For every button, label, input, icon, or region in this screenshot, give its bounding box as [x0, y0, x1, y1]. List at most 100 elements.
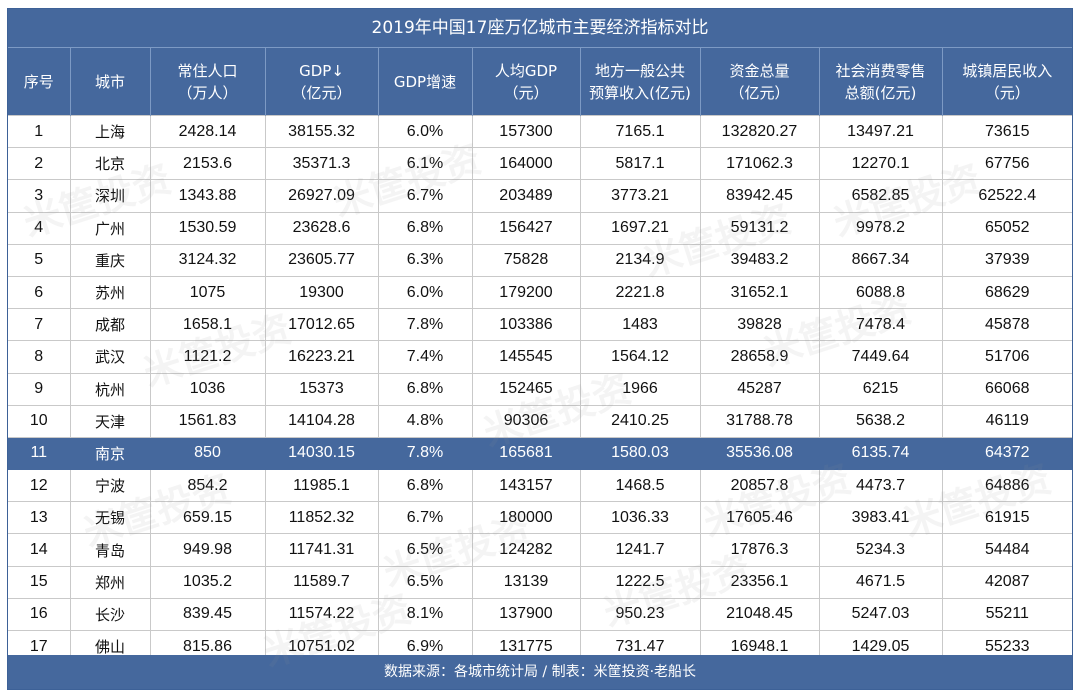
- table-cell: 11852.32: [264, 501, 379, 535]
- city-cell: 南京: [69, 436, 151, 471]
- table-cell: 6.8%: [377, 372, 473, 406]
- table-cell: 17876.3: [699, 533, 820, 567]
- table-cell: 1580.03: [579, 436, 701, 471]
- table-cell: 6.8%: [377, 469, 473, 503]
- table-cell: 21048.45: [699, 597, 820, 632]
- table-cell: 17605.46: [699, 501, 820, 535]
- table-cell: 171062.3: [699, 147, 820, 181]
- table-cell: 13: [8, 501, 71, 535]
- table-cell: 16223.21: [264, 340, 379, 374]
- table-cell: 11: [8, 436, 71, 471]
- column-header-line: （万人）: [177, 83, 238, 102]
- table-cell: 42087: [941, 565, 1072, 599]
- table-cell: 7.4%: [377, 340, 473, 374]
- table-cell: 7478.4: [818, 308, 943, 342]
- table-cell: 3983.41: [818, 501, 943, 535]
- table-cell: 6.3%: [377, 243, 473, 277]
- table-cell: 6582.85: [818, 179, 943, 213]
- table-cell: 949.98: [149, 533, 266, 567]
- table-cell: 6.7%: [377, 179, 473, 213]
- table-cell: 7.8%: [377, 308, 473, 342]
- column-header: 城镇居民收入 （元）: [941, 47, 1072, 116]
- table-cell: 1564.12: [579, 340, 701, 374]
- table-cell: 2134.9: [579, 243, 701, 277]
- table-row: 5 重庆 3124.32 23605.77 6.3% 75828 2134.9 39483.2…: [8, 243, 1072, 277]
- table-cell: 15373: [264, 372, 379, 406]
- column-header-line: 序号: [23, 72, 54, 91]
- table-cell: 164000: [471, 147, 581, 181]
- table-cell: 1241.7: [579, 533, 701, 567]
- city-cell: 武汉: [69, 340, 151, 374]
- table-cell: 14030.15: [264, 436, 379, 471]
- table-cell: 23605.77: [264, 243, 379, 277]
- table-cell: 59131.2: [699, 211, 820, 245]
- table-cell: 20857.8: [699, 469, 820, 503]
- city-cell: 青岛: [69, 533, 151, 567]
- table-row: 2 北京 2153.6 35371.3 6.1% 164000 5817.1 171062.3…: [8, 147, 1072, 181]
- table-cell: 46119: [941, 404, 1072, 438]
- table-cell: 8667.34: [818, 243, 943, 277]
- table-cell: 2428.14: [149, 114, 266, 149]
- table-cell: 5247.03: [818, 597, 943, 632]
- table-cell: 4.8%: [377, 404, 473, 438]
- table-frame: 2019年中国17座万亿城市主要经济指标对比 序号 城市 常住人口 （万人） GDP↓ （…: [7, 8, 1073, 690]
- table-row: 13 无锡 659.15 11852.32 6.7% 180000 1036.33 17605…: [8, 501, 1072, 535]
- table-cell: 55211: [941, 597, 1072, 632]
- table-cell: 950.23: [579, 597, 701, 632]
- column-header-line: GDP↓: [299, 61, 344, 80]
- table-cell: 1075: [149, 275, 266, 310]
- table-cell: 1121.2: [149, 340, 266, 374]
- table-cell: 850: [149, 436, 266, 471]
- table-cell: 839.45: [149, 597, 266, 632]
- table-cell: 6.8%: [377, 211, 473, 245]
- table-cell: 1561.83: [149, 404, 266, 438]
- city-cell: 深圳: [69, 179, 151, 213]
- table-cell: 2: [8, 147, 71, 181]
- table-cell: 13497.21: [818, 114, 943, 149]
- table-cell: 6: [8, 275, 71, 310]
- table-cell: 23356.1: [699, 565, 820, 599]
- table-cell: 14: [8, 533, 71, 567]
- column-header-line: （亿元）: [729, 83, 790, 102]
- table-cell: 143157: [471, 469, 581, 503]
- table-cell: 2153.6: [149, 147, 266, 181]
- table-cell: 39483.2: [699, 243, 820, 277]
- table-cell: 4: [8, 211, 71, 245]
- table-cell: 7449.64: [818, 340, 943, 374]
- table-cell: 17012.65: [264, 308, 379, 342]
- table-cell: 15: [8, 565, 71, 599]
- table-cell: 3773.21: [579, 179, 701, 213]
- table-cell: 11589.7: [264, 565, 379, 599]
- table-row: 1 上海 2428.14 38155.32 6.0% 157300 7165.1 132820…: [8, 114, 1072, 149]
- table-cell: 5817.1: [579, 147, 701, 181]
- table-cell: 4671.5: [818, 565, 943, 599]
- table-cell: 1036.33: [579, 501, 701, 535]
- table-cell: 1658.1: [149, 308, 266, 342]
- table-cell: 19300: [264, 275, 379, 310]
- column-header: 资金总量 （亿元）: [699, 47, 819, 116]
- table-cell: 37939: [941, 243, 1072, 277]
- table-cell: 11741.31: [264, 533, 379, 567]
- table-cell: 1530.59: [149, 211, 266, 245]
- table-cell: 2410.25: [579, 404, 701, 438]
- table-cell: 7.8%: [377, 436, 473, 471]
- column-header: GDP↓ （亿元）: [264, 47, 378, 116]
- table-cell: 45287: [699, 372, 820, 406]
- table-cell: 54484: [941, 533, 1072, 567]
- table-cell: 1468.5: [579, 469, 701, 503]
- table-cell: 5234.3: [818, 533, 943, 567]
- table-cell: 6.0%: [377, 275, 473, 310]
- table-title: 2019年中国17座万亿城市主要经济指标对比: [8, 9, 1072, 47]
- table-row: 3 深圳 1343.88 26927.09 6.7% 203489 3773.21 83942…: [8, 179, 1072, 213]
- table-cell: 3: [8, 179, 71, 213]
- table-cell: 9: [8, 372, 71, 406]
- table-cell: 6088.8: [818, 275, 943, 310]
- table-row: 12 宁波 854.2 11985.1 6.8% 143157 1468.5 20857.8 4…: [8, 469, 1072, 503]
- table-cell: 4473.7: [818, 469, 943, 503]
- table-cell: 1222.5: [579, 565, 701, 599]
- table-cell: 145545: [471, 340, 581, 374]
- header-row: 序号 城市 常住人口 （万人） GDP↓ （亿元） GDP增速 人均GDP （元） 地方一般公共预…: [8, 47, 1072, 116]
- city-cell: 无锡: [69, 501, 151, 535]
- city-cell: 上海: [69, 114, 151, 149]
- table-cell: 1035.2: [149, 565, 266, 599]
